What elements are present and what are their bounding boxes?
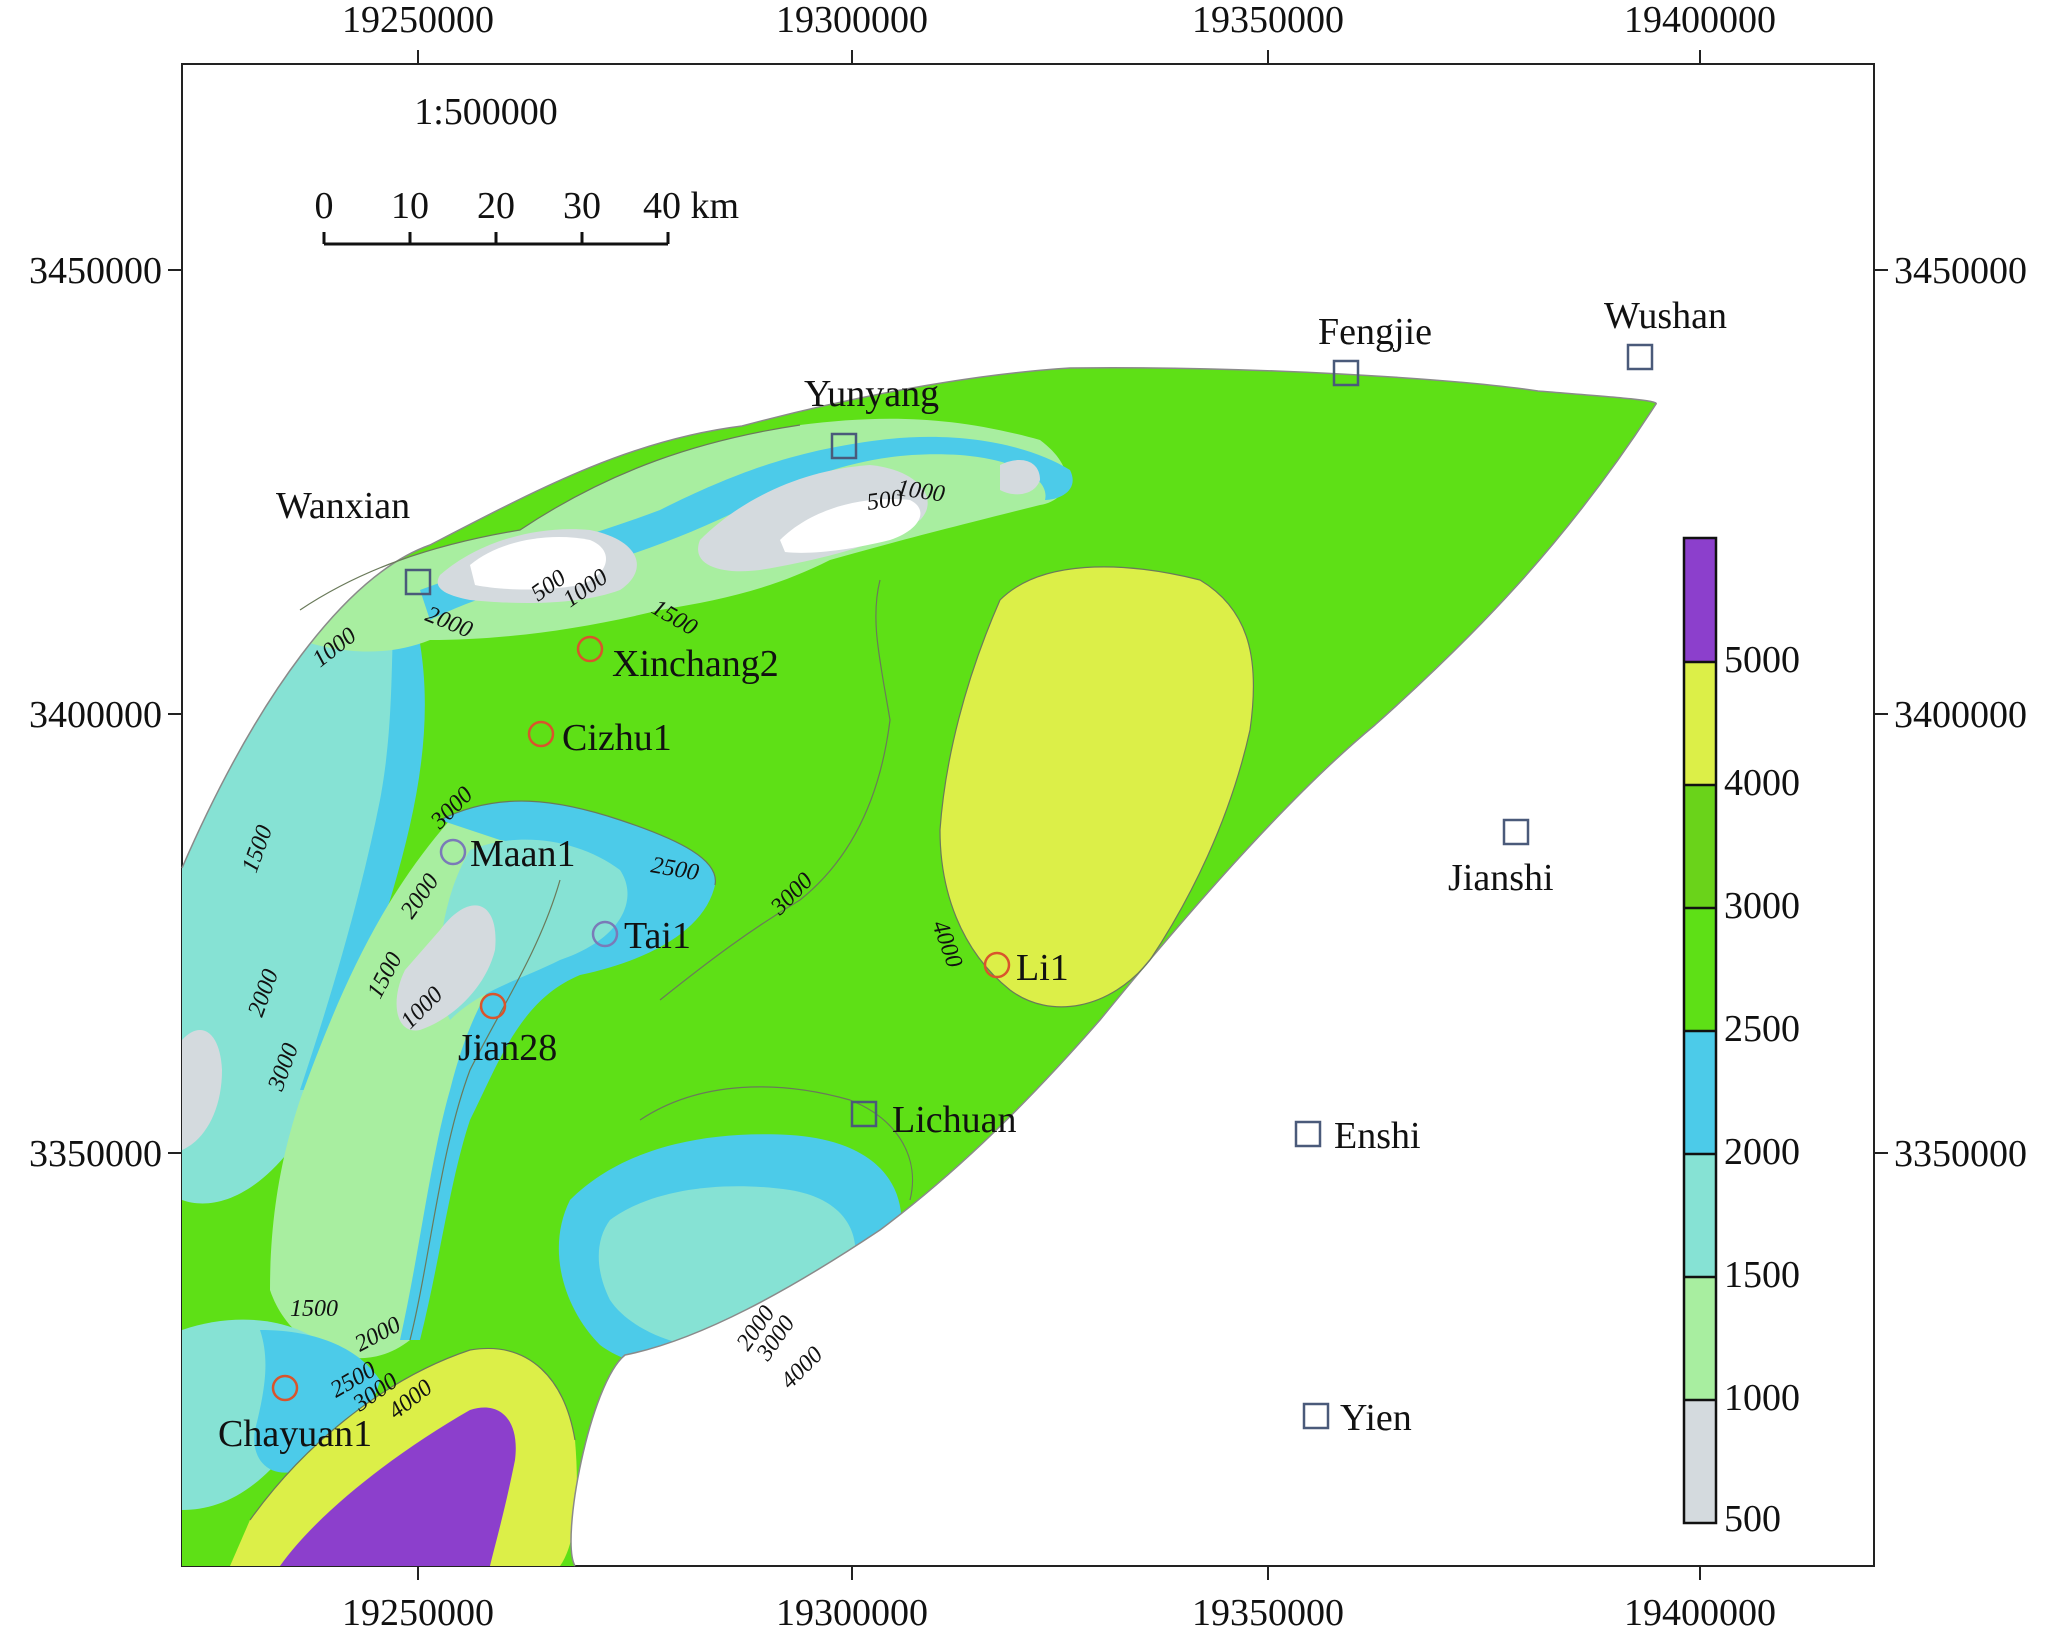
town-label-wanxian: Wanxian [276,485,410,527]
y-tick-label: 3350000 [1894,1133,2027,1175]
contour-line [639,1086,914,1201]
wells: Xinchang2 Cizhu1 Maan1 Tai1 Jian28 Li1 C… [218,635,1069,1455]
legend-label: 2500 [1724,1008,1800,1050]
town-marker-fengjie[interactable] [1332,359,1360,387]
x-tick-label: 19400000 [1624,1592,1776,1634]
contour-line [939,566,1255,1008]
town-label-yunyang: Yunyang [804,373,939,415]
legend-swatch-1000-1500 [1684,1277,1716,1400]
well-label-jian28: Jian28 [458,1027,557,1069]
zone-maan-1500 [439,839,628,1020]
well-marker-chayuan1[interactable] [271,1374,299,1402]
well-marker-xinchang2[interactable] [576,635,604,663]
town-label-fengjie: Fengjie [1318,311,1432,353]
y-tick-label: 3350000 [29,1133,162,1175]
x-tick-label: 19250000 [342,1592,494,1634]
town-marker-enshi[interactable] [1294,1120,1322,1148]
well-label-xinchang2: Xinchang2 [612,643,779,685]
legend-label: 1500 [1724,1254,1800,1296]
well-label-tai1: Tai1 [624,915,691,957]
well-label-chayuan1: Chayuan1 [218,1413,372,1455]
town-label-yien: Yien [1340,1397,1412,1439]
town-marker-yien[interactable] [1302,1402,1330,1430]
contour-line [439,800,716,886]
zone-sw-5000 [280,1407,516,1566]
contour-line [249,1348,576,1521]
contour-line [409,879,561,1341]
scale-tick-label: 10 [391,185,429,227]
legend-label: 5000 [1724,639,1800,681]
scale-ratio: 1:500000 [414,91,558,133]
town-label-wushan: Wushan [1604,295,1727,337]
legend-swatch-1500-2000 [1684,1154,1716,1277]
well-label-li1: Li1 [1016,947,1069,989]
contour-line [659,579,891,1001]
legend-swatch-4000-5000 [1684,662,1716,785]
legend-swatch-5000-plus [1684,538,1716,662]
well-marker-cizhu1[interactable] [527,720,555,748]
legend-swatch-500-1000 [1684,1400,1716,1523]
zone-west-band-2000 [300,600,425,1090]
towns: Fengjie Wushan Yunyang Wanxian Jianshi L… [276,295,1727,1439]
x-tick-label: 19300000 [776,1592,928,1634]
zone-north-shallow-a [470,537,607,590]
y-axis-right: 3450000 3400000 3350000 [1874,250,2027,1175]
scale-tick-label: 40 km [643,185,739,227]
legend-label: 3000 [1724,885,1800,927]
basin-outline [181,367,1657,1567]
town-label-enshi: Enshi [1334,1115,1421,1157]
well-marker-li1[interactable] [983,951,1011,979]
well-marker-jian28[interactable] [479,992,507,1020]
y-tick-label: 3400000 [1894,694,2027,736]
legend: 5000 4000 3000 2500 2000 1500 1000 500 [1682,536,1800,1540]
zone-sw-2000 [254,1330,380,1473]
scale-tick-label: 20 [477,185,515,227]
legend-label: 4000 [1724,762,1800,804]
contour-label: 1500 [290,1296,338,1322]
well-marker-tai1[interactable] [591,920,619,948]
x-tick-label: 19300000 [776,0,928,41]
well-label-cizhu1: Cizhu1 [562,717,672,759]
contour-label: 500 [865,485,904,516]
town-marker-lichuan[interactable] [850,1100,878,1128]
town-label-lichuan: Lichuan [892,1099,1017,1141]
x-axis-top: 19250000 19300000 19350000 19400000 [342,0,1776,64]
town-marker-jianshi[interactable] [1502,818,1530,846]
x-tick-label: 19400000 [1624,0,1776,41]
zone-west-lens [182,1030,222,1150]
x-tick-label: 19350000 [1192,1592,1344,1634]
zone-jian28-500 [396,905,496,1031]
y-tick-label: 3400000 [29,694,162,736]
scale-bar: 1:500000 0 10 20 30 40 km [315,91,739,246]
y-tick-label: 3450000 [1894,250,2027,292]
scale-tick-label: 30 [563,185,601,227]
x-tick-label: 19350000 [1192,0,1344,41]
zone-north-shallow-b [780,499,921,553]
x-tick-label: 19250000 [342,0,494,41]
zone-central-2000 [400,801,716,1340]
legend-label: 500 [1724,1498,1781,1540]
town-marker-wushan[interactable] [1626,343,1654,371]
x-axis-bottom: 19250000 19300000 19350000 19400000 [342,1566,1776,1634]
town-label-jianshi: Jianshi [1448,857,1554,899]
zone-li1-4000 [940,566,1254,1007]
zone-north-2000 [420,436,1073,620]
scale-tick-label: 0 [315,185,334,227]
contour-lines [249,424,1255,1521]
legend-label: 2000 [1724,1131,1800,1173]
legend-swatch-3000-4000 [1684,785,1716,908]
zone-north-500-c [1000,460,1040,495]
legend-swatch-2000-2500 [1684,1031,1716,1154]
well-marker-maan1[interactable] [439,838,467,866]
y-tick-label: 3450000 [29,250,162,292]
town-marker-yunyang[interactable] [830,432,858,460]
town-marker-wanxian[interactable] [404,568,432,596]
well-label-maan1: Maan1 [470,833,576,875]
legend-swatch-2500-3000 [1684,908,1716,1031]
y-axis-left: 3450000 3400000 3350000 [29,250,182,1175]
contour-line [299,424,801,611]
legend-label: 1000 [1724,1377,1800,1419]
